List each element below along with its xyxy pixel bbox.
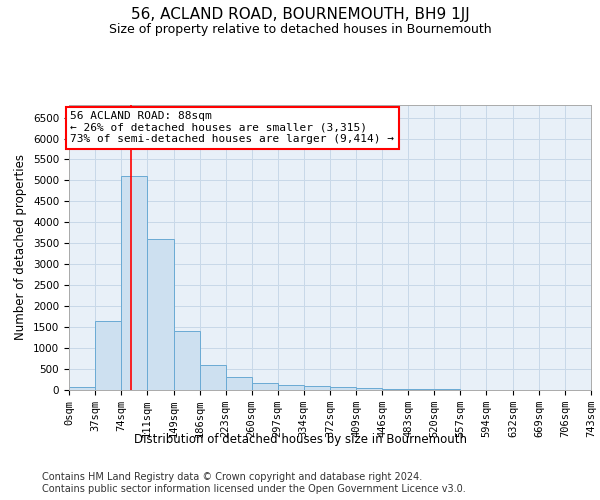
Bar <box>69 387 95 390</box>
Bar <box>121 176 147 390</box>
Text: 56 ACLAND ROAD: 88sqm
← 26% of detached houses are smaller (3,315)
73% of semi-d: 56 ACLAND ROAD: 88sqm ← 26% of detached … <box>70 112 394 144</box>
Bar <box>251 384 278 390</box>
Text: Contains HM Land Registry data © Crown copyright and database right 2024.: Contains HM Land Registry data © Crown c… <box>42 472 422 482</box>
Bar <box>226 376 251 390</box>
Bar <box>304 386 331 390</box>
Bar <box>409 389 434 390</box>
Bar <box>173 332 200 390</box>
Bar <box>331 387 356 390</box>
Text: 56, ACLAND ROAD, BOURNEMOUTH, BH9 1JJ: 56, ACLAND ROAD, BOURNEMOUTH, BH9 1JJ <box>131 8 469 22</box>
Text: Contains public sector information licensed under the Open Government Licence v3: Contains public sector information licen… <box>42 484 466 494</box>
Bar <box>356 388 382 390</box>
Text: Distribution of detached houses by size in Bournemouth: Distribution of detached houses by size … <box>133 432 467 446</box>
Bar <box>147 239 173 390</box>
Text: Size of property relative to detached houses in Bournemouth: Size of property relative to detached ho… <box>109 22 491 36</box>
Bar <box>200 365 226 390</box>
Bar <box>278 384 304 390</box>
Bar <box>382 388 409 390</box>
Y-axis label: Number of detached properties: Number of detached properties <box>14 154 28 340</box>
Bar <box>95 321 121 390</box>
